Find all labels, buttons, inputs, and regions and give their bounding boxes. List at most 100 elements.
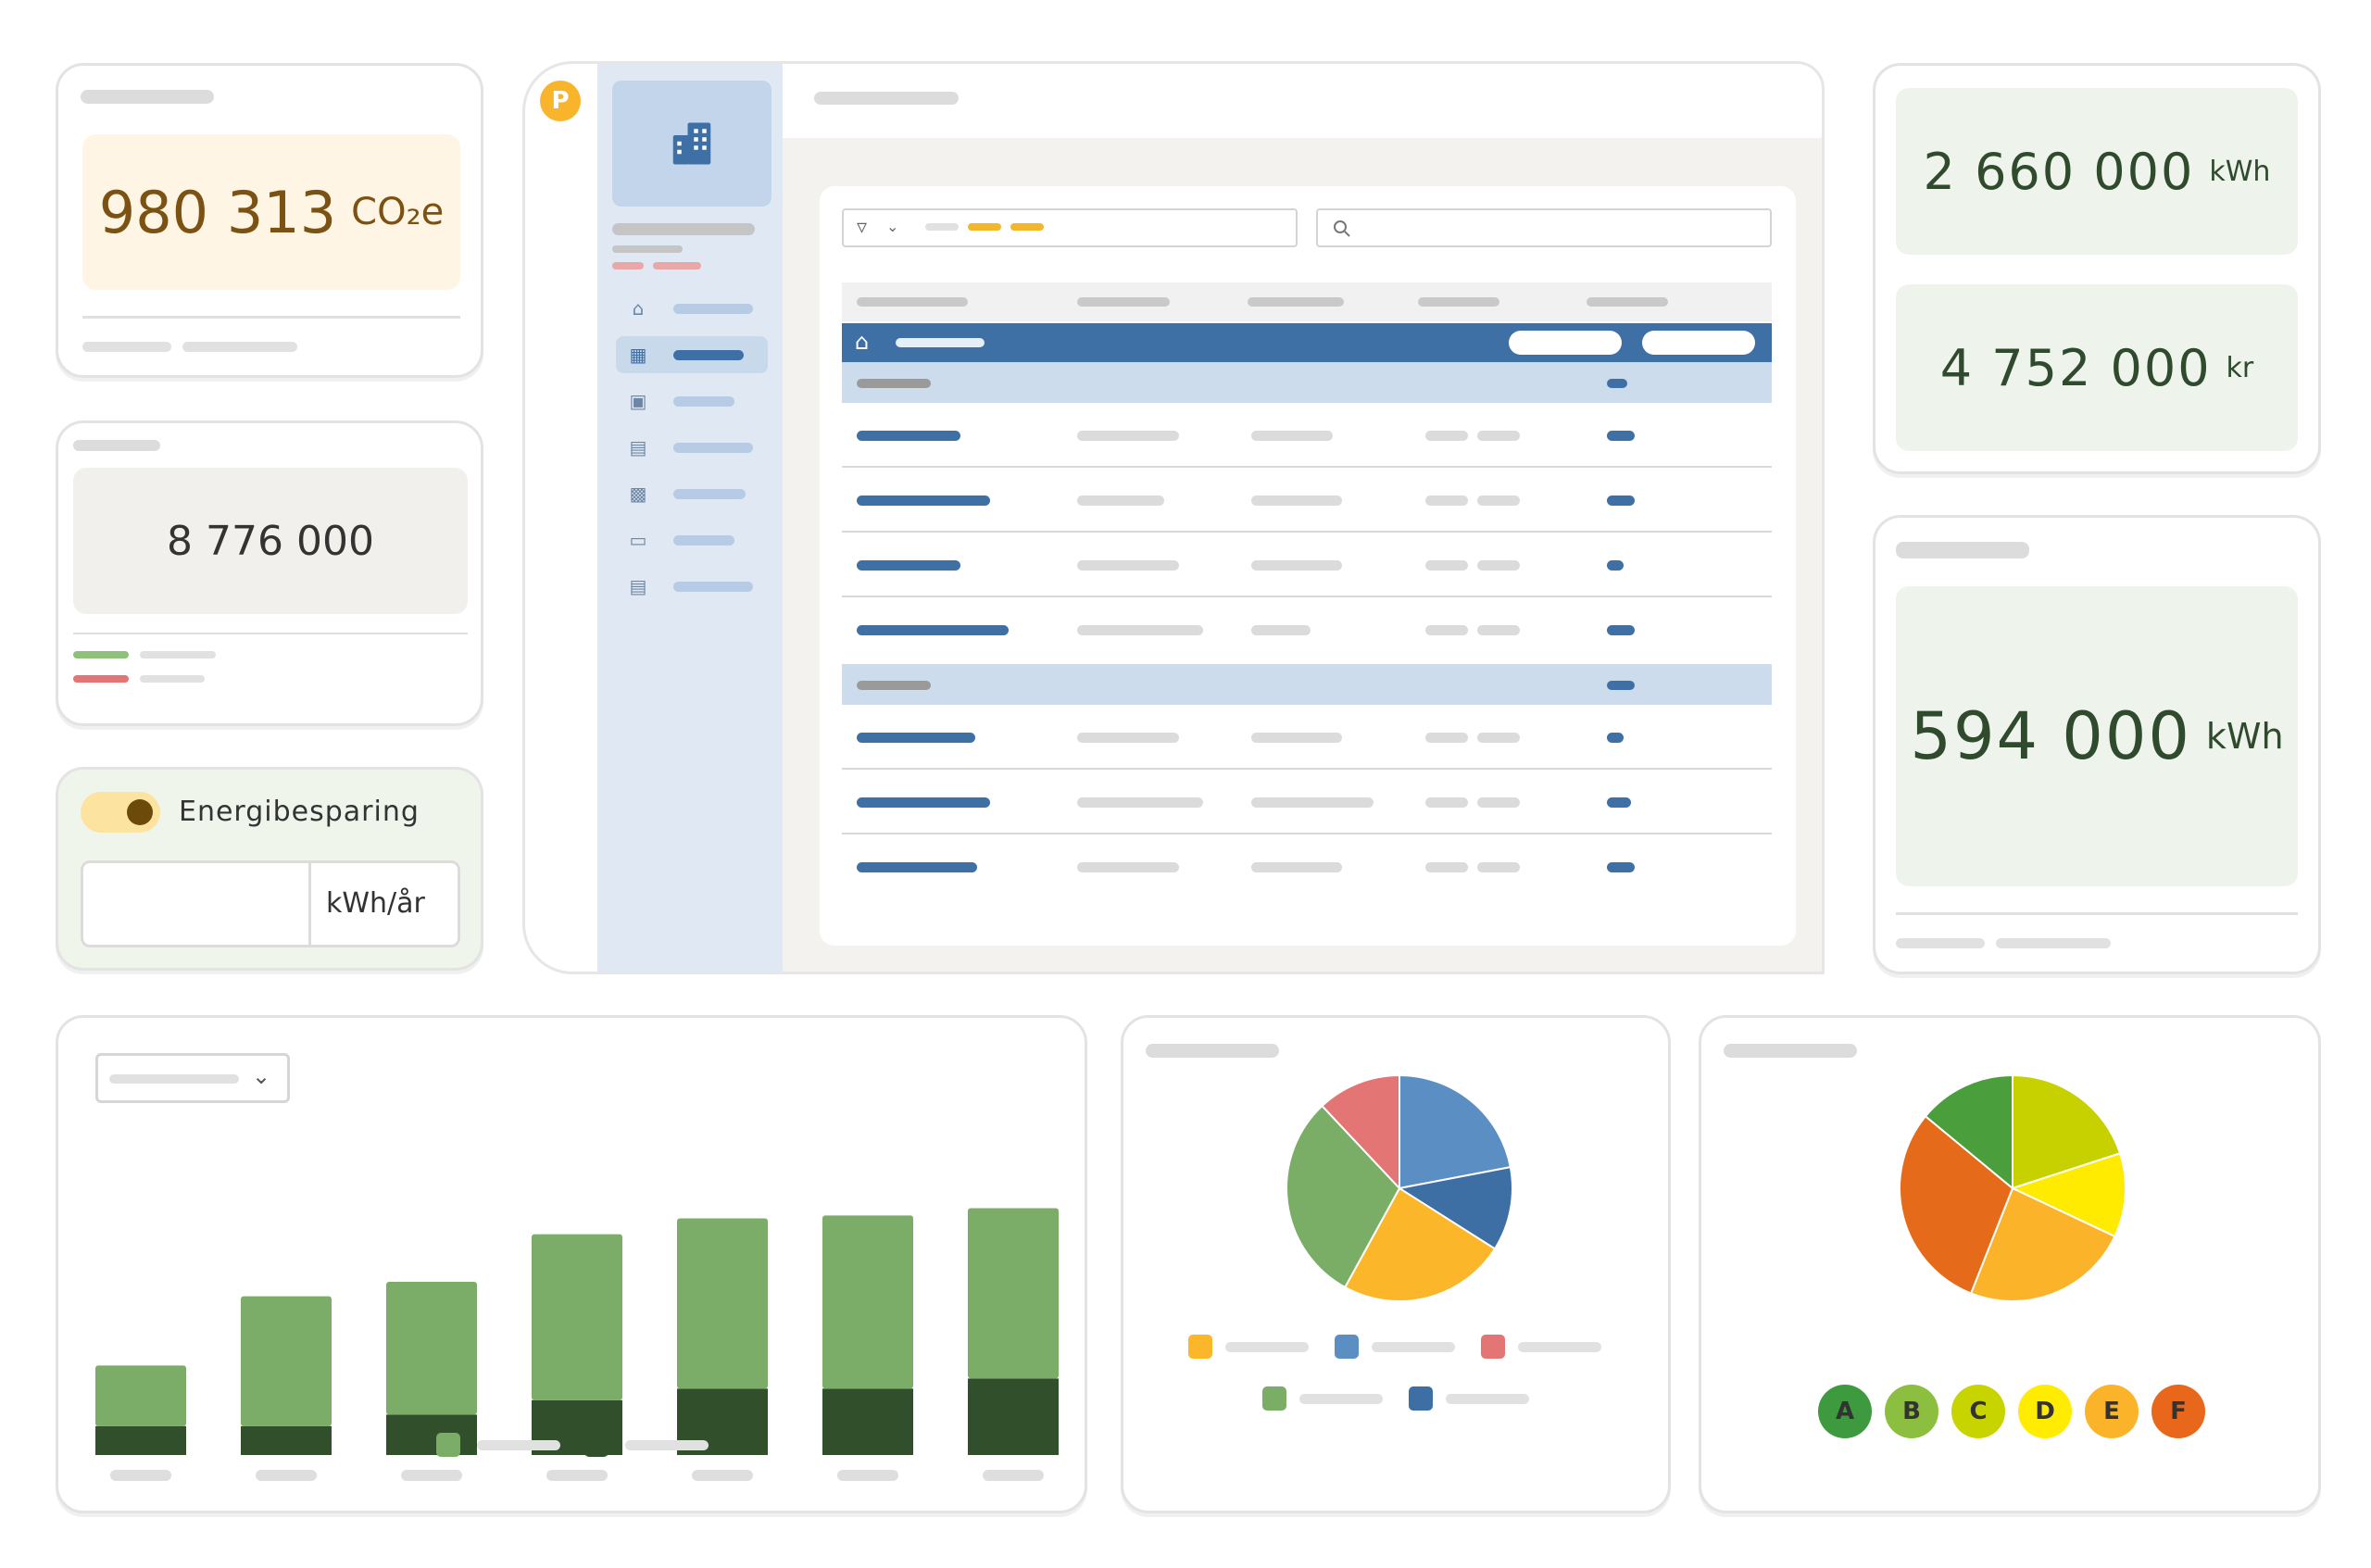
table-row[interactable] xyxy=(842,705,1772,770)
pie-slice[interactable] xyxy=(1321,1073,1400,1191)
nav-item-garage[interactable]: ▣ xyxy=(616,383,768,420)
document-icon: ▭ xyxy=(629,529,647,551)
bar-segment-dark[interactable] xyxy=(241,1425,332,1455)
group-label-placeholder xyxy=(857,379,931,388)
annual-unit: kWh xyxy=(2205,716,2284,757)
energy-class-title-placeholder xyxy=(1724,1044,1857,1058)
nav-item-clipboard[interactable]: ▤ xyxy=(616,429,768,466)
row-divider xyxy=(842,833,1772,834)
bar-segment-dark[interactable] xyxy=(822,1388,913,1455)
table-header xyxy=(842,282,1772,321)
period-select[interactable]: ⌄ xyxy=(95,1053,290,1103)
x-tick-label xyxy=(983,1470,1044,1481)
nav-label-placeholder xyxy=(673,535,734,546)
cell-value xyxy=(1607,733,1624,743)
bar-segment-dark[interactable] xyxy=(968,1378,1059,1455)
cell xyxy=(1077,862,1179,872)
table-card: ▿ ⌄ ⌂ xyxy=(820,186,1796,946)
cell xyxy=(1425,495,1468,506)
cell xyxy=(1251,431,1333,441)
table-row[interactable] xyxy=(842,533,1772,597)
legend-red-line xyxy=(73,675,129,683)
x-tick-label xyxy=(110,1470,171,1481)
pie-slice[interactable] xyxy=(2010,1152,2126,1238)
bar-segment-light[interactable] xyxy=(677,1218,768,1389)
building-tile[interactable] xyxy=(612,81,772,207)
cell xyxy=(1251,797,1374,808)
bar-segment-light[interactable] xyxy=(822,1215,913,1389)
total-value: 8 776 000 xyxy=(167,517,374,565)
clipboard-icon: ▤ xyxy=(629,436,647,458)
pie-slice[interactable] xyxy=(2012,1073,2122,1190)
column-header[interactable] xyxy=(1418,297,1499,307)
annual-card-title-placeholder xyxy=(1896,542,2029,558)
pie-slice[interactable] xyxy=(1286,1104,1401,1289)
table-group-row[interactable] xyxy=(842,664,1772,705)
row-divider xyxy=(842,768,1772,770)
nav-item-briefcase[interactable]: ▤ xyxy=(616,568,768,605)
bar-segment-light[interactable] xyxy=(95,1365,186,1426)
energy-savings-input[interactable] xyxy=(83,863,311,945)
cell-link xyxy=(857,560,960,571)
bar-segment-dark[interactable] xyxy=(386,1414,477,1455)
energy-unit: kWh xyxy=(2209,155,2271,188)
search-input[interactable] xyxy=(1316,208,1772,247)
house-search-icon: ⌂ xyxy=(632,297,645,320)
cell xyxy=(1077,733,1179,743)
nav-item-robot[interactable]: ▩ xyxy=(616,475,768,512)
filter-input[interactable]: ▿ ⌄ xyxy=(842,208,1298,247)
bar-segment-dark[interactable] xyxy=(95,1425,186,1455)
total-card: 8 776 000 xyxy=(56,420,483,726)
co2-card-title-placeholder xyxy=(81,90,214,104)
pie-slice[interactable] xyxy=(1969,1186,2116,1302)
column-header[interactable] xyxy=(1587,297,1668,307)
nav-item-search[interactable]: ⌂ xyxy=(616,290,768,327)
row-action-button[interactable] xyxy=(1642,331,1755,355)
bar-chart xyxy=(95,1208,1059,1481)
cell xyxy=(1477,797,1520,808)
cell xyxy=(1251,560,1342,571)
buildings-icon: ▦ xyxy=(629,344,647,366)
cell-value xyxy=(1607,862,1635,872)
bar-segment-light[interactable] xyxy=(532,1234,622,1400)
p-logo-icon[interactable]: P xyxy=(540,81,581,121)
table-row[interactable] xyxy=(842,597,1772,662)
table-group-row[interactable] xyxy=(842,362,1772,403)
building-icon xyxy=(672,122,711,165)
energy-savings-card: Energibesparing kWh/år xyxy=(56,767,483,971)
cell xyxy=(1477,431,1520,441)
pie-slice[interactable] xyxy=(1397,1165,1513,1250)
energy-class-badge-e: E xyxy=(2085,1385,2139,1438)
bar-segment-light[interactable] xyxy=(968,1208,1059,1379)
pie-slice[interactable] xyxy=(1924,1073,2013,1191)
table-row[interactable] xyxy=(842,468,1772,533)
row-action-button[interactable] xyxy=(1509,331,1622,355)
robot-icon: ▩ xyxy=(629,483,647,505)
pie-slice[interactable] xyxy=(1343,1186,1497,1302)
filter-chip xyxy=(1010,223,1044,231)
cell xyxy=(1425,625,1468,635)
table-row[interactable] xyxy=(842,403,1772,468)
cell xyxy=(1477,625,1520,635)
column-header[interactable] xyxy=(1077,297,1170,307)
footer-placeholder xyxy=(1996,938,2111,948)
bar-segment-light[interactable] xyxy=(241,1296,332,1426)
bar-segment-light[interactable] xyxy=(386,1282,477,1415)
table-row[interactable] xyxy=(842,834,1772,899)
cell xyxy=(1251,733,1342,743)
building-sub-placeholder xyxy=(612,245,683,253)
filter-chip xyxy=(968,223,1001,231)
legend-swatch-blue xyxy=(1335,1335,1359,1359)
nav-item-buildings[interactable]: ▦ xyxy=(616,336,768,373)
column-header[interactable] xyxy=(857,297,968,307)
nav-item-document[interactable]: ▭ xyxy=(616,521,768,558)
table-row[interactable] xyxy=(842,770,1772,834)
legend-label-placeholder xyxy=(1225,1342,1309,1352)
co2-value-box: 980 313 CO₂e xyxy=(82,134,460,290)
pie-slice[interactable] xyxy=(1899,1114,2014,1295)
cell-link xyxy=(857,431,960,441)
energy-savings-toggle[interactable] xyxy=(81,792,160,833)
column-header[interactable] xyxy=(1248,297,1344,307)
table-row-selected[interactable]: ⌂ xyxy=(842,323,1772,362)
pie-slice[interactable] xyxy=(1399,1073,1512,1190)
